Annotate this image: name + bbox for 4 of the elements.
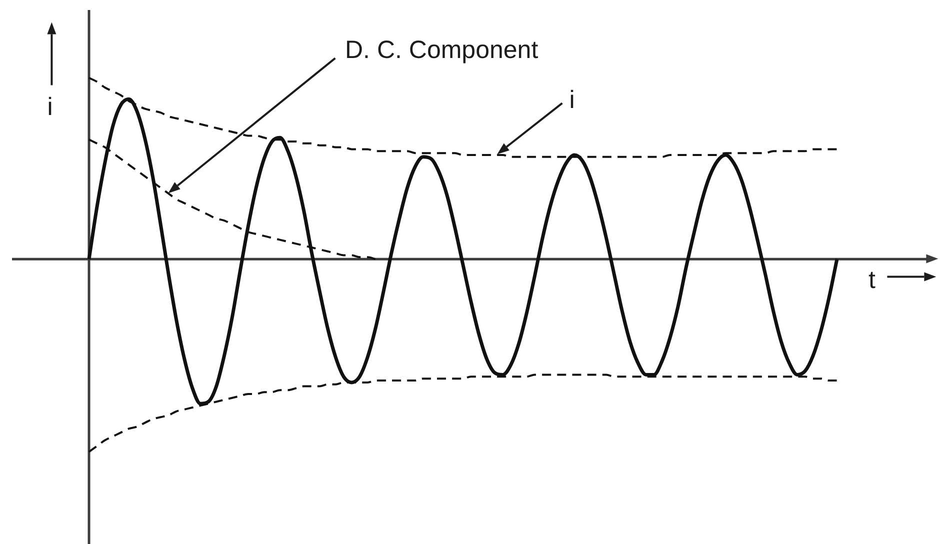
annotation: i <box>569 86 575 114</box>
x-axis-title: t <box>868 266 876 294</box>
text: D. C. Component <box>345 36 538 64</box>
y-axis-title: i <box>47 93 53 121</box>
